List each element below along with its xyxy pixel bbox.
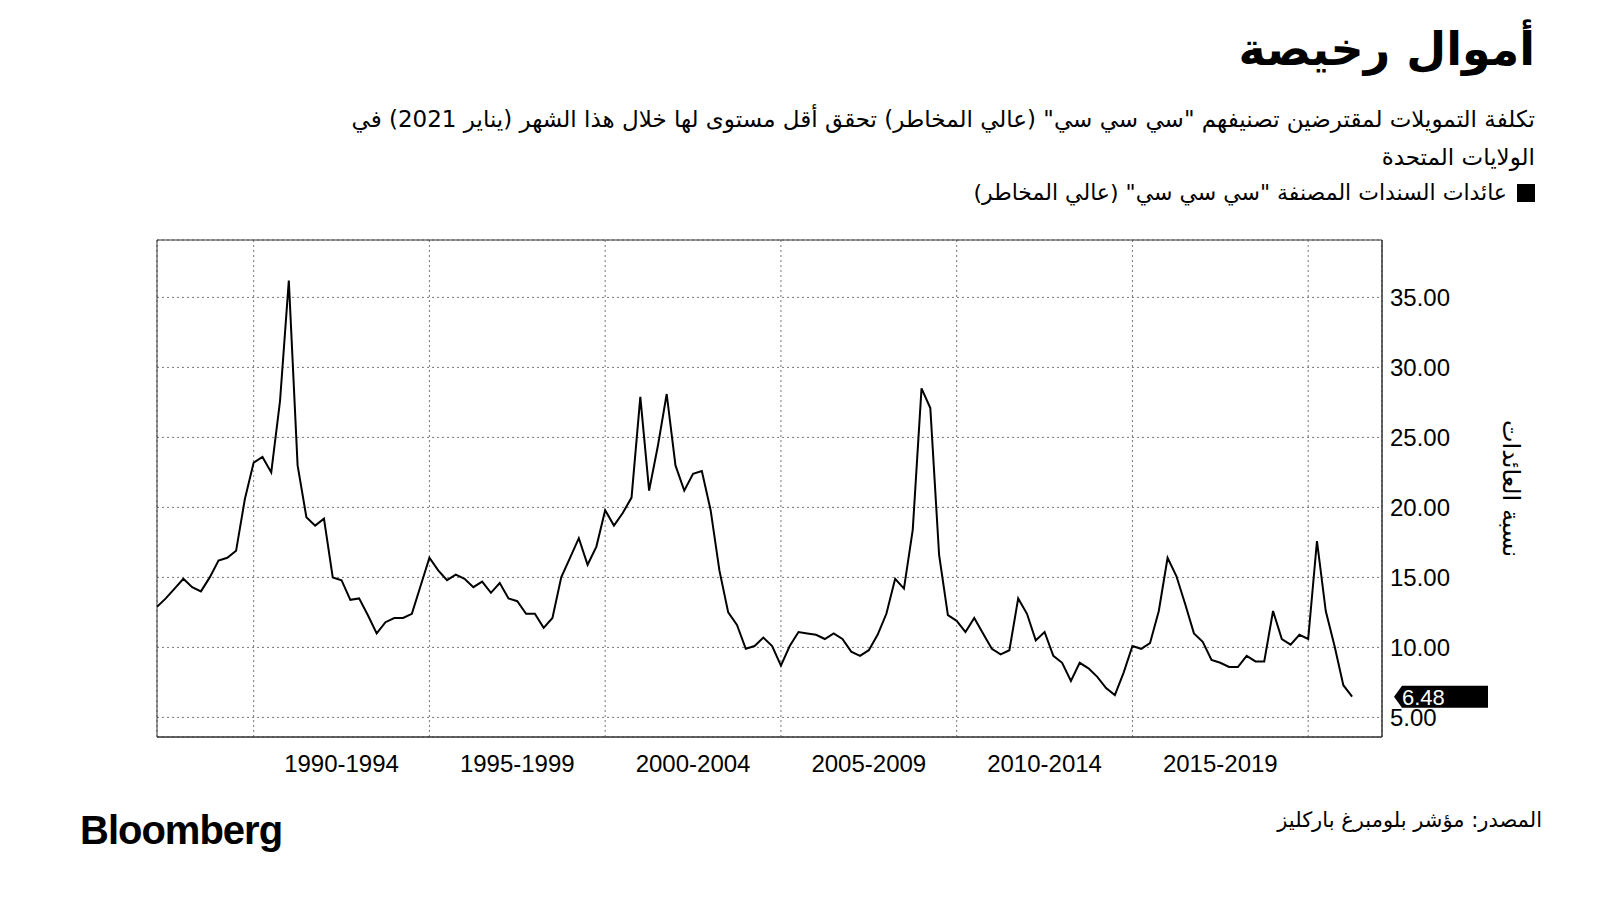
svg-text:2015-2019: 2015-2019 — [1163, 750, 1278, 777]
svg-text:6.48: 6.48 — [1402, 684, 1445, 710]
svg-text:25.00: 25.00 — [1390, 424, 1450, 451]
html-text:المصدر: مؤشر بلومبرغ باركليز: المصدر: مؤشر بلومبرغ باركليز — [1277, 808, 1542, 832]
svg-text:20.00: 20.00 — [1390, 494, 1450, 521]
svg-text:35.00: 35.00 — [1390, 284, 1450, 311]
svg-text:1990-1994: 1990-1994 — [284, 750, 399, 777]
svg-text:10.00: 10.00 — [1390, 634, 1450, 661]
html-text:أموال رخيصة: أموال رخيصة — [1238, 22, 1535, 76]
svg-text:2010-2014: 2010-2014 — [987, 750, 1102, 777]
svg-text:1995-1999: 1995-1999 — [460, 750, 575, 777]
svg-text:5.00: 5.00 — [1390, 704, 1437, 731]
svg-text:2000-2004: 2000-2004 — [636, 750, 751, 777]
svg-text:15.00: 15.00 — [1390, 564, 1450, 591]
html-text:تكلفة التمويلات لمقترضين تصنيف: تكلفة التمويلات لمقترضين تصنيفهم "سي سي … — [351, 106, 1535, 170]
svg-text:نسبة العائدات: نسبة العائدات — [1497, 420, 1525, 557]
html-text:عائدات السندات المصنفة "سي سي: عائدات السندات المصنفة "سي سي سي" (عالي … — [973, 180, 1507, 205]
html-text:Bloomberg: Bloomberg — [80, 808, 283, 852]
svg-text:30.00: 30.00 — [1390, 354, 1450, 381]
svg-text:2005-2009: 2005-2009 — [811, 750, 926, 777]
